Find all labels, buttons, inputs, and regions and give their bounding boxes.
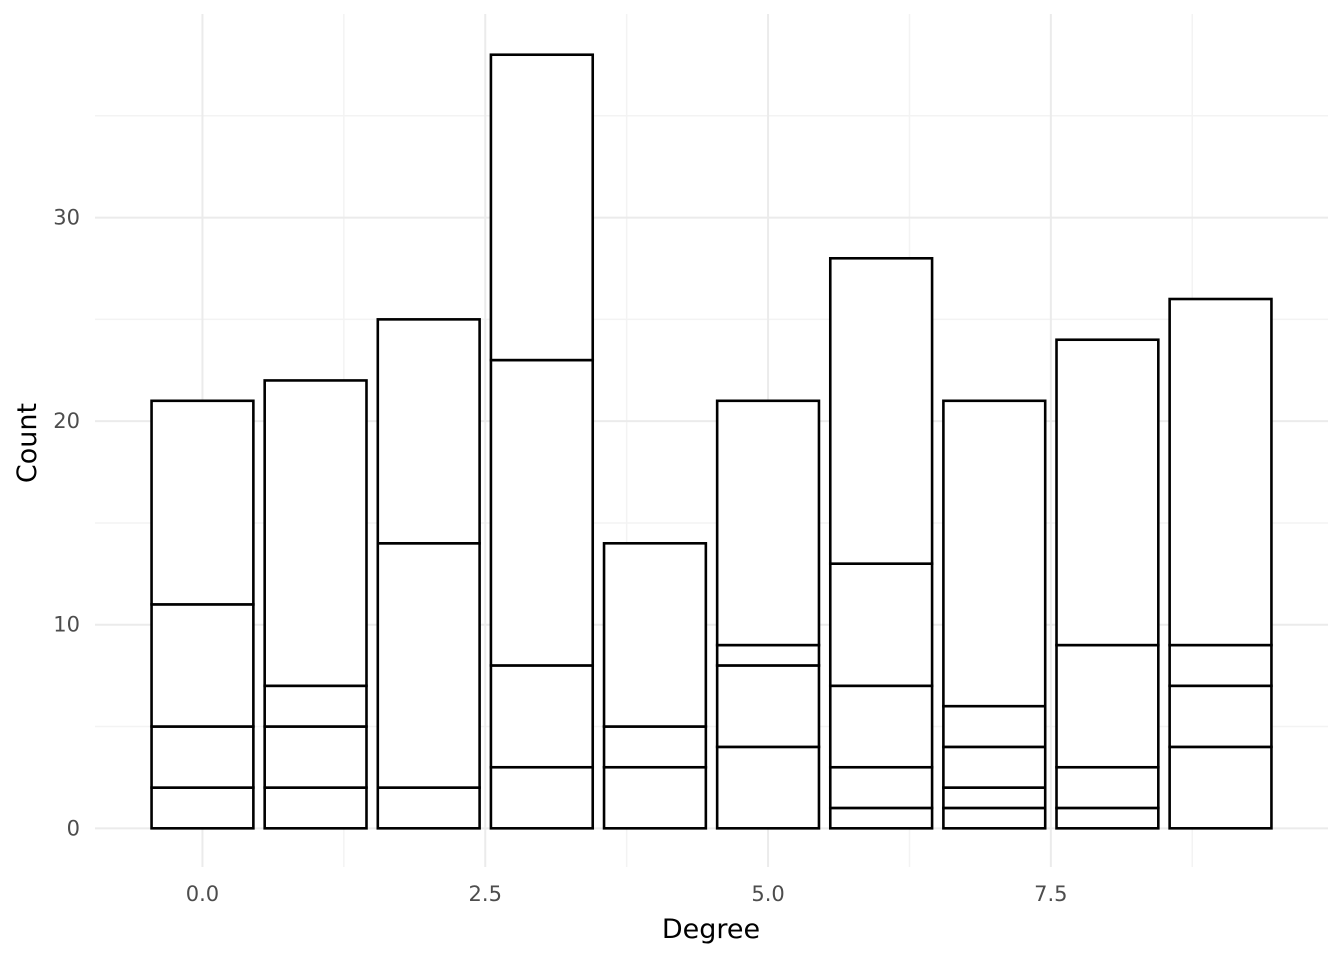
bar-segment [602, 725, 708, 769]
bar-segment [942, 806, 1047, 830]
bar-segment [263, 379, 368, 688]
bar-stack [489, 53, 595, 830]
bar-segment [942, 399, 1047, 708]
y-axis-tick-labels: 0 10 20 30 [53, 206, 80, 841]
x-tick-label: 2.5 [469, 882, 502, 906]
x-tick-label: 0.0 [186, 882, 219, 906]
bar-stack [828, 256, 934, 830]
bar-segment [715, 745, 821, 830]
bar-segment [1055, 643, 1160, 769]
bar-segment [828, 765, 934, 810]
bar-segment [263, 786, 368, 830]
bar-segment [150, 786, 255, 830]
bar-segment [150, 399, 255, 606]
bar-stack [942, 399, 1047, 830]
bar-segment [1168, 684, 1273, 749]
bar-segment [1055, 806, 1160, 830]
bar-segment [715, 643, 821, 667]
y-tick-label: 0 [67, 816, 80, 840]
bar-segment [828, 684, 934, 769]
bar-segment [1168, 643, 1273, 688]
bar-segment [1168, 297, 1273, 647]
bar-segment [376, 786, 481, 830]
bar-segment [828, 562, 934, 688]
x-tick-label: 5.0 [751, 882, 784, 906]
x-tick-label: 7.5 [1034, 882, 1067, 906]
bar-segment [150, 725, 255, 789]
bar-segment [263, 684, 368, 728]
bar-segment [1055, 338, 1160, 647]
bar-stack [150, 399, 255, 830]
bar-stack [602, 542, 708, 830]
bars-layer [150, 53, 1273, 830]
bar-segment [942, 704, 1047, 749]
bar-segment [828, 256, 934, 565]
bar-stack [376, 318, 481, 830]
bar-segment [715, 399, 821, 647]
y-tick-label: 20 [53, 409, 80, 433]
bar-segment [376, 542, 481, 789]
bar-segment [263, 725, 368, 789]
bar-segment [602, 765, 708, 830]
bar-segment [489, 664, 595, 769]
bar-segment [942, 786, 1047, 810]
bar-segment [150, 603, 255, 728]
x-axis-title: Degree [662, 914, 760, 945]
x-axis-tick-labels: 0.0 2.5 5.0 7.5 [186, 882, 1068, 906]
bar-segment [489, 765, 595, 830]
bar-segment [1168, 745, 1273, 830]
bar-segment [489, 53, 595, 362]
bar-segment [602, 542, 708, 728]
bar-segment [1055, 765, 1160, 810]
y-tick-label: 30 [53, 206, 80, 230]
y-axis-title: Count [12, 403, 43, 483]
bar-segment [715, 664, 821, 749]
bar-stack [263, 379, 368, 830]
y-tick-label: 10 [53, 613, 80, 637]
bar-segment [828, 806, 934, 830]
bar-stack [1168, 297, 1273, 830]
bar-segment [942, 745, 1047, 789]
bar-segment [489, 358, 595, 667]
bar-stack [1055, 338, 1160, 830]
bar-segment [376, 318, 481, 545]
bar-stack [715, 399, 821, 830]
